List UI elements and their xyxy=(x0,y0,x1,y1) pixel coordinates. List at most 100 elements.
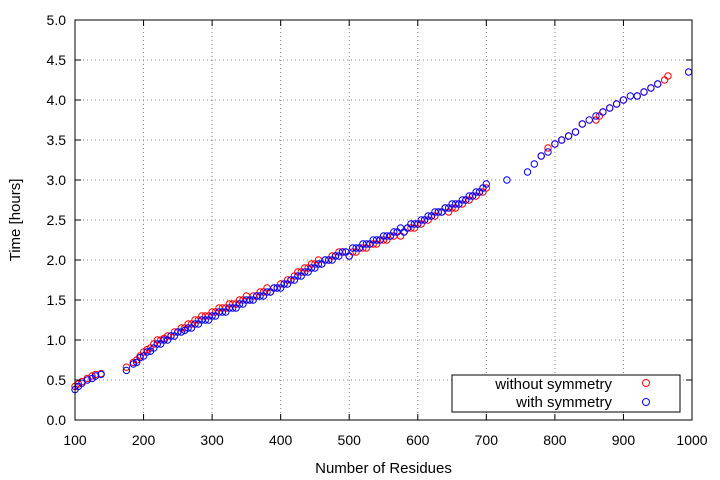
data-point xyxy=(294,272,302,280)
data-point xyxy=(122,366,131,375)
data-point xyxy=(256,292,264,300)
data-point xyxy=(482,180,490,188)
y-tick-label: 0.0 xyxy=(47,412,67,428)
data-point xyxy=(177,328,186,336)
legend-marker-without-symmetry xyxy=(642,379,650,387)
data-point xyxy=(201,316,210,324)
data-point xyxy=(314,260,323,268)
data-point xyxy=(619,96,628,104)
data-point xyxy=(626,92,634,100)
data-point xyxy=(229,304,237,312)
x-tick-label: 400 xyxy=(269,432,293,448)
data-point xyxy=(325,256,333,264)
y-tick-label: 3.0 xyxy=(47,172,67,188)
data-point xyxy=(537,152,545,160)
data-point xyxy=(606,104,614,112)
data-point xyxy=(88,372,96,380)
data-point xyxy=(612,100,621,108)
data-point xyxy=(263,288,271,296)
data-point xyxy=(174,328,182,336)
data-point xyxy=(571,128,580,136)
data-point xyxy=(129,360,138,368)
x-tick-labels: 100 200 300 400 500 600 700 800 900 1000 xyxy=(63,432,707,448)
x-tick-label: 200 xyxy=(132,432,156,448)
data-point xyxy=(564,132,573,140)
data-point xyxy=(235,300,244,308)
y-tick-label: 4.0 xyxy=(47,92,67,108)
data-point xyxy=(246,296,254,304)
data-point xyxy=(136,353,144,362)
y-tick-label: 3.5 xyxy=(47,132,67,148)
data-point xyxy=(287,276,295,284)
data-point xyxy=(83,376,92,384)
data-point xyxy=(273,284,281,292)
data-point xyxy=(321,256,329,264)
data-point xyxy=(359,240,367,248)
legend: without symmetry with symmetry xyxy=(451,374,681,413)
x-tick-label: 800 xyxy=(543,432,567,448)
legend-label-with-symmetry: with symmetry xyxy=(515,394,612,411)
data-point xyxy=(352,244,360,252)
data-point xyxy=(122,363,131,371)
legend-marker-with-symmetry xyxy=(642,398,650,406)
data-point xyxy=(191,320,199,328)
data-point xyxy=(301,268,309,276)
data-point xyxy=(160,336,168,344)
data-point xyxy=(410,220,419,228)
data-point xyxy=(592,112,600,120)
data-point xyxy=(441,204,449,212)
x-tick-label: 1000 xyxy=(676,432,707,448)
data-point xyxy=(640,88,648,96)
data-point xyxy=(167,332,175,340)
data-point xyxy=(390,228,398,236)
data-point xyxy=(184,324,192,332)
data-point xyxy=(482,184,490,192)
axis-ticks xyxy=(74,19,693,421)
data-point xyxy=(465,192,473,200)
data-point xyxy=(280,280,288,288)
data-point xyxy=(307,264,316,272)
legend-label-without-symmetry: without symmetry xyxy=(494,376,612,393)
data-point xyxy=(153,340,162,348)
data-point xyxy=(369,236,377,244)
y-tick-label: 1.5 xyxy=(47,292,67,308)
data-point xyxy=(664,72,672,80)
data-point xyxy=(585,116,593,124)
legend-box xyxy=(451,374,681,413)
data-point xyxy=(558,136,566,144)
x-tick-label: 100 xyxy=(63,432,87,448)
y-tick-label: 0.5 xyxy=(47,372,67,388)
data-point xyxy=(338,248,347,256)
x-tick-label: 500 xyxy=(338,432,362,448)
data-point xyxy=(331,252,340,260)
data-point xyxy=(544,144,552,152)
data-point xyxy=(143,348,151,356)
data-point xyxy=(544,148,552,156)
y-tick-label: 4.5 xyxy=(47,52,67,68)
data-point xyxy=(431,208,439,216)
data-point xyxy=(270,284,278,292)
data-point xyxy=(91,372,100,380)
data-point xyxy=(372,236,381,244)
data-point xyxy=(523,168,532,176)
data-point xyxy=(434,208,442,216)
y-tick-label: 2.5 xyxy=(47,212,67,228)
data-point xyxy=(143,345,151,354)
data-point xyxy=(78,379,86,387)
data-point xyxy=(379,232,388,240)
data-point xyxy=(472,188,480,196)
data-point xyxy=(578,120,586,128)
data-point xyxy=(633,92,641,100)
data-point xyxy=(97,370,105,379)
data-point xyxy=(362,240,371,248)
data-point xyxy=(451,200,460,208)
x-tick-label: 300 xyxy=(200,432,224,448)
x-tick-label: 700 xyxy=(475,432,499,448)
data-point xyxy=(208,312,216,320)
data-point xyxy=(458,196,466,204)
data-point xyxy=(383,232,391,240)
data-point xyxy=(503,176,511,184)
y-tick-label: 5.0 xyxy=(47,12,67,28)
x-axis-label: Number of Residues xyxy=(315,460,452,477)
data-point xyxy=(654,80,662,88)
